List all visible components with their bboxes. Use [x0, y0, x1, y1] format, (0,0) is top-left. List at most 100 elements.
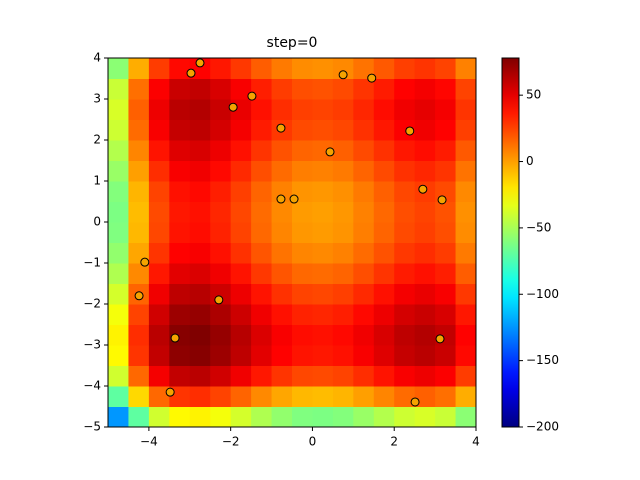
heatmap-cell	[251, 99, 273, 120]
heatmap-cell	[455, 201, 477, 223]
heatmap-cell	[230, 119, 252, 141]
heatmap-cell	[169, 283, 191, 305]
heatmap-cell	[353, 160, 375, 182]
scatter-point	[140, 257, 150, 267]
heatmap-cell	[189, 201, 211, 223]
colorbar-tick-label: −150	[526, 353, 559, 367]
heatmap-cell	[435, 140, 457, 161]
heatmap-cell	[271, 406, 293, 428]
heatmap-cell	[394, 78, 416, 100]
heatmap-cell	[394, 263, 416, 284]
heatmap-cell	[189, 222, 211, 243]
colorbar-tick-label: −100	[526, 287, 559, 301]
heatmap-cell	[108, 181, 129, 202]
heatmap-cell	[394, 324, 416, 346]
heatmap-cell	[169, 386, 191, 407]
heatmap-cell	[230, 201, 252, 223]
heatmap-cell	[251, 304, 273, 325]
heatmap-cell	[373, 160, 395, 182]
heatmap-cell	[189, 365, 211, 387]
heatmap-cell	[435, 386, 457, 407]
heatmap-cell	[251, 324, 273, 346]
heatmap-cell	[169, 345, 191, 366]
heatmap-cell	[251, 78, 273, 100]
scatter-point	[410, 397, 420, 407]
scatter-point	[186, 68, 196, 78]
heatmap-cell	[332, 140, 354, 161]
heatmap-cell	[230, 386, 252, 407]
heatmap-cell	[292, 386, 313, 407]
heatmap-cell	[455, 58, 477, 79]
heatmap-cell	[292, 201, 313, 223]
heatmap-cell	[373, 263, 395, 284]
heatmap-cell	[414, 263, 436, 284]
heatmap-cell	[251, 222, 273, 243]
heatmap-cell	[435, 201, 457, 223]
heatmap-cell	[332, 263, 354, 284]
heatmap-cell	[332, 201, 354, 223]
heatmap-cell	[414, 365, 436, 387]
colorbar-tick-label: −50	[526, 220, 551, 234]
heatmap-cell	[435, 99, 457, 120]
heatmap-cell	[251, 58, 273, 79]
heatmap-cell	[332, 160, 354, 182]
scatter-point	[170, 333, 180, 343]
heatmap-cell	[353, 99, 375, 120]
heatmap-cell	[230, 324, 252, 346]
heatmap-cell	[373, 242, 395, 264]
heatmap-cell	[271, 242, 293, 264]
heatmap-cell	[373, 283, 395, 305]
heatmap-cell	[169, 263, 191, 284]
heatmap-cell	[128, 99, 150, 120]
heatmap-cell	[332, 99, 354, 120]
heatmap-cell	[455, 119, 477, 141]
scatter-point	[437, 195, 447, 205]
heatmap-cell	[455, 304, 477, 325]
heatmap-cell	[414, 160, 436, 182]
heatmap-cell	[169, 78, 191, 100]
heatmap-cell	[108, 78, 129, 100]
heatmap-cell	[148, 181, 170, 202]
heatmap-cell	[148, 99, 170, 120]
heatmap-cell	[312, 242, 334, 264]
heatmap-cell	[169, 406, 191, 428]
heatmap-cell	[251, 283, 273, 305]
heatmap-cell	[414, 345, 436, 366]
heatmap-cell	[210, 406, 232, 428]
heatmap-cell	[414, 119, 436, 141]
heatmap-cell	[148, 324, 170, 346]
heatmap-cell	[373, 406, 395, 428]
heatmap-cell	[292, 263, 313, 284]
heatmap-cell	[312, 406, 334, 428]
heatmap-cell	[128, 386, 150, 407]
heatmap-cell	[394, 365, 416, 387]
heatmap-cell	[108, 201, 129, 223]
heatmap-cell	[435, 242, 457, 264]
heatmap-cell	[455, 181, 477, 202]
x-tick-label: 2	[390, 435, 398, 449]
heatmap-cell	[148, 406, 170, 428]
heatmap-cell	[353, 242, 375, 264]
heatmap-cell	[189, 181, 211, 202]
heatmap-cell	[169, 304, 191, 325]
heatmap-cell	[312, 222, 334, 243]
y-tick-label: 2	[93, 133, 101, 147]
heatmap-cell	[373, 140, 395, 161]
heatmap-cell	[251, 365, 273, 387]
heatmap-cell	[292, 304, 313, 325]
heatmap-cell	[128, 160, 150, 182]
heatmap-cell	[332, 324, 354, 346]
scatter-point	[435, 334, 445, 344]
heatmap-cell	[210, 365, 232, 387]
heatmap-cell	[210, 263, 232, 284]
heatmap-cell	[169, 119, 191, 141]
heatmap-cell	[435, 119, 457, 141]
heatmap-cell	[230, 222, 252, 243]
scatter-point	[418, 184, 428, 194]
heatmap-cell	[353, 365, 375, 387]
x-tick-label: −2	[222, 435, 240, 449]
heatmap-cell	[353, 304, 375, 325]
heatmap-cell	[128, 365, 150, 387]
y-tick-label: 4	[93, 51, 101, 65]
heatmap-cell	[271, 263, 293, 284]
